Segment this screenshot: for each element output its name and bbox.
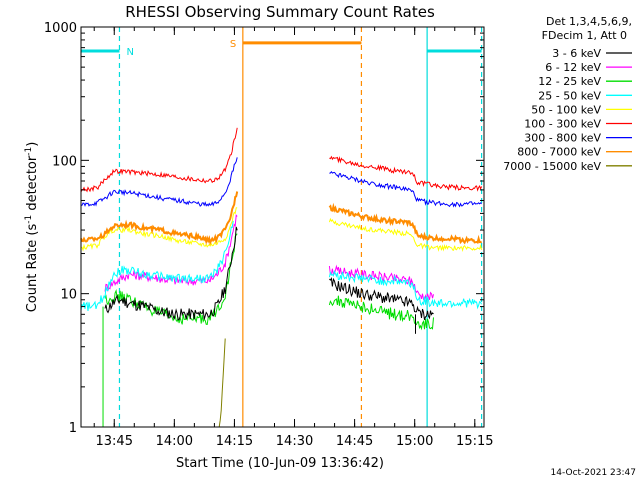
legend-label: 3 - 6 keV bbox=[552, 47, 601, 60]
legend-label: 100 - 300 keV bbox=[524, 118, 601, 131]
legend-label: 50 - 100 keV bbox=[531, 103, 601, 116]
series-6-12-kev-segment-2 bbox=[328, 264, 434, 303]
x-tick-label: 13:45 bbox=[96, 434, 133, 449]
y-axis-label-end: ) bbox=[25, 142, 40, 147]
flag-s-label: S bbox=[230, 39, 236, 50]
series-100-300-kev-segment-1 bbox=[80, 127, 238, 193]
footer-timestamp: 14-Oct-2021 23:47 bbox=[551, 468, 636, 478]
y-axis-label-sup1: -1 bbox=[24, 215, 34, 224]
series-25-50-kev-segment-2 bbox=[328, 269, 483, 310]
legend-label: 300 - 800 keV bbox=[524, 132, 601, 145]
y-axis-label-mid: detector bbox=[25, 155, 40, 215]
y-axis-ticks: 1 10 100 1000 bbox=[44, 21, 484, 436]
legend-label: 800 - 7000 keV bbox=[517, 146, 601, 159]
x-axis-ticks: 13:45 14:00 14:15 14:30 14:45 15:00 15:15 bbox=[93, 27, 494, 449]
series-100-300-kev-segment-2 bbox=[329, 155, 483, 192]
legend-header-line-1: Det 1,3,4,5,6,9, bbox=[546, 15, 632, 28]
series-layer bbox=[80, 127, 483, 428]
series-300-800-kev-segment-2 bbox=[329, 171, 482, 208]
series-800-7000-kev-segment-2 bbox=[328, 202, 483, 245]
plot-frame bbox=[80, 26, 485, 428]
series-50-100-kev-segment-2 bbox=[328, 217, 483, 252]
legend-label: 25 - 50 keV bbox=[538, 89, 601, 102]
series-7000-15000-kev-segment-1 bbox=[218, 338, 226, 428]
series-800-7000-kev-segment-1 bbox=[80, 191, 239, 246]
chart-title: RHESSI Observing Summary Count Rates bbox=[125, 3, 435, 21]
x-tick-label: 14:45 bbox=[336, 434, 373, 449]
x-tick-label: 14:00 bbox=[156, 434, 193, 449]
series-25-50-kev-segment-1 bbox=[80, 220, 234, 312]
series-3-6-kev-segment-2 bbox=[329, 277, 434, 320]
x-tick-label: 14:15 bbox=[216, 434, 253, 449]
series-50-100-kev-segment-1 bbox=[80, 207, 238, 252]
x-tick-label: 14:30 bbox=[276, 434, 313, 449]
y-tick-label: 1 bbox=[69, 421, 77, 436]
legend-label: 12 - 25 keV bbox=[538, 75, 601, 88]
y-axis-label-main: Count Rate (s bbox=[25, 224, 40, 313]
x-tick-label: 15:00 bbox=[396, 434, 433, 449]
y-axis-label-sup2: -1 bbox=[24, 147, 34, 156]
series-12-25-kev-segment-2 bbox=[328, 295, 434, 331]
legend-label: 6 - 12 keV bbox=[545, 61, 601, 74]
series-300-800-kev-segment-1 bbox=[81, 157, 238, 207]
series-6-12-kev-segment-1 bbox=[104, 214, 238, 293]
y-tick-label: 1000 bbox=[44, 21, 77, 36]
y-tick-label: 100 bbox=[52, 154, 77, 169]
y-tick-label: 10 bbox=[60, 288, 77, 303]
series-3-6-kev-segment-1 bbox=[104, 226, 238, 321]
y-axis-label: Count Rate (s-1 detector-1) bbox=[24, 142, 40, 313]
legend-header-line-2: FDecim 1, Att 0 bbox=[542, 29, 627, 42]
legend-label: 7000 - 15000 keV bbox=[503, 160, 601, 173]
legend: Det 1,3,4,5,6,9, FDecim 1, Att 0 3 - 6 k… bbox=[503, 15, 632, 173]
x-tick-label: 15:15 bbox=[456, 434, 493, 449]
x-axis-label: Start Time (10-Jun-09 13:36:42) bbox=[176, 456, 384, 471]
observing-flags-layer: NS bbox=[81, 27, 483, 427]
flag-n-label: N bbox=[126, 47, 133, 58]
